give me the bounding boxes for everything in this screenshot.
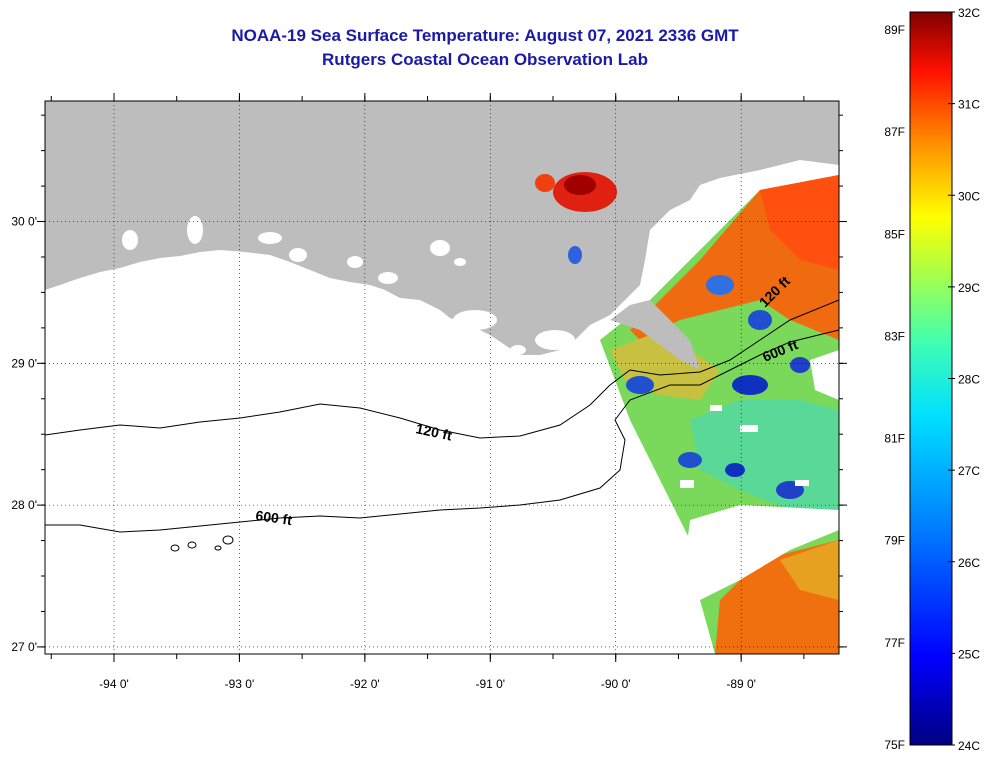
colorbar-celsius-label: 32C xyxy=(958,6,980,20)
delta-land xyxy=(610,300,700,370)
colorbar-fahrenheit-label: 77F xyxy=(884,636,905,650)
contour-600ft xyxy=(45,329,839,533)
colorbar-celsius-label: 29C xyxy=(958,281,980,295)
colorbar-fahrenheit-label: 75F xyxy=(884,738,905,752)
colorbar-celsius-label: 26C xyxy=(958,556,980,570)
colorbar-celsius-label: 25C xyxy=(958,647,980,661)
colorbar-celsius-label: 27C xyxy=(958,464,980,478)
lon-tick-label: -89 0' xyxy=(726,677,756,691)
lon-tick-label: -93 0' xyxy=(225,677,255,691)
contour-label-120: 120 ft xyxy=(414,420,453,443)
colorbar-labels: 32C 31C 30C 29C 28C 27C 26C 25C 24C 89F 87F 85F 83F 8… xyxy=(884,6,980,753)
map-title: NOAA-19 Sea Surface Temperature: August … xyxy=(231,26,739,45)
colorbar-fahrenheit-label: 89F xyxy=(884,23,905,37)
colorbar-fahrenheit-label: 81F xyxy=(884,432,905,446)
colorbar-fahrenheit-label: 85F xyxy=(884,227,905,241)
lon-tick-label: -91 0' xyxy=(475,677,505,691)
axis-labels: -94 0' -93 0' -92 0' -91 0' -90 0' -89 0' 30 0… xyxy=(11,215,756,691)
contour-120ft xyxy=(45,299,839,439)
map-subtitle: Rutgers Coastal Ocean Observation Lab xyxy=(322,50,648,69)
colorbar-celsius-label: 30C xyxy=(958,189,980,203)
lon-tick-label: -90 0' xyxy=(601,677,631,691)
sst-swath xyxy=(600,175,839,654)
colorbar-fahrenheit-label: 83F xyxy=(884,329,905,343)
colorbar-fahrenheit-label: 87F xyxy=(884,125,905,139)
colorbar-fahrenheit-label: 79F xyxy=(884,534,905,548)
lon-tick-label: -92 0' xyxy=(350,677,380,691)
map-frame xyxy=(44,100,840,655)
lat-tick-label: 27 0' xyxy=(11,640,37,654)
lat-tick-label: 29 0' xyxy=(11,356,37,370)
graticule xyxy=(45,101,839,654)
colorbar-celsius-label: 24C xyxy=(958,739,980,753)
colorbar-celsius-label: 28C xyxy=(958,373,980,387)
colorbar-celsius-label: 31C xyxy=(958,98,980,112)
contour-label-600: 600 ft xyxy=(255,507,294,528)
lat-tick-label: 30 0' xyxy=(11,215,37,229)
inland-lakes xyxy=(122,216,575,355)
axis-ticks xyxy=(37,93,847,662)
land-mass xyxy=(45,101,839,355)
colorbar xyxy=(909,11,953,746)
lon-tick-label: -94 0' xyxy=(99,677,129,691)
lat-tick-label: 28 0' xyxy=(11,498,37,512)
